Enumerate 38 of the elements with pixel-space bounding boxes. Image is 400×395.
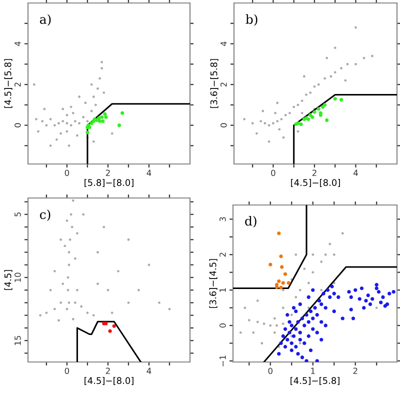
x-tick-label: 4: [146, 368, 152, 374]
y-tick-label: 4: [14, 42, 21, 46]
x-tick-label: 2: [312, 170, 316, 176]
y-axis-title: [4.5]−[5.8]: [4, 59, 12, 108]
x-axis-title: [4.5]−[8.0]: [84, 377, 134, 386]
y-tick-label: 4: [220, 42, 227, 46]
x-tick-label: 4: [353, 170, 358, 176]
y-tick-label: 0: [220, 323, 226, 328]
annotation: c): [40, 209, 50, 221]
x-tick-label: 2: [106, 170, 110, 176]
annotation: d): [245, 216, 256, 228]
y-tick-label: 2: [14, 82, 21, 87]
y-tick-label: 3: [220, 217, 226, 222]
y-tick-label: 2: [220, 252, 226, 257]
y-tick-label: 5: [14, 212, 21, 216]
x-tick-label: 1: [311, 368, 315, 374]
y-tick-label: 1: [220, 288, 226, 292]
x-tick-label: 0: [64, 170, 70, 176]
y-axis-title: [3.6]−[4.5]: [209, 259, 218, 308]
x-axis-title: [5.8]−[8.0]: [84, 179, 134, 188]
x-tick-label: 0: [268, 368, 272, 374]
y-tick-label: 2: [220, 82, 227, 87]
x-tick-label: 4: [146, 170, 152, 176]
y-tick-label: 0: [220, 123, 227, 128]
y-axis-title: [4.5]: [4, 270, 12, 290]
x-axis-title: [4.5]−[8.0]: [291, 179, 340, 188]
y-tick-label: 15: [14, 336, 21, 345]
x-tick-label: 2: [106, 368, 110, 374]
annotation: a): [40, 14, 51, 26]
x-tick-label: 2: [353, 368, 358, 374]
y-tick-label: 10: [14, 272, 21, 282]
x-axis-title: [4.5]−[5.8]: [290, 377, 340, 386]
annotation: b): [246, 14, 258, 26]
x-tick-label: 0: [271, 170, 276, 176]
y-axis-title: [3.6]−[5.8]: [210, 59, 218, 108]
y-tick-label: −1: [220, 356, 226, 366]
x-tick-label: 0: [64, 368, 70, 374]
y-tick-label: 0: [14, 123, 21, 128]
